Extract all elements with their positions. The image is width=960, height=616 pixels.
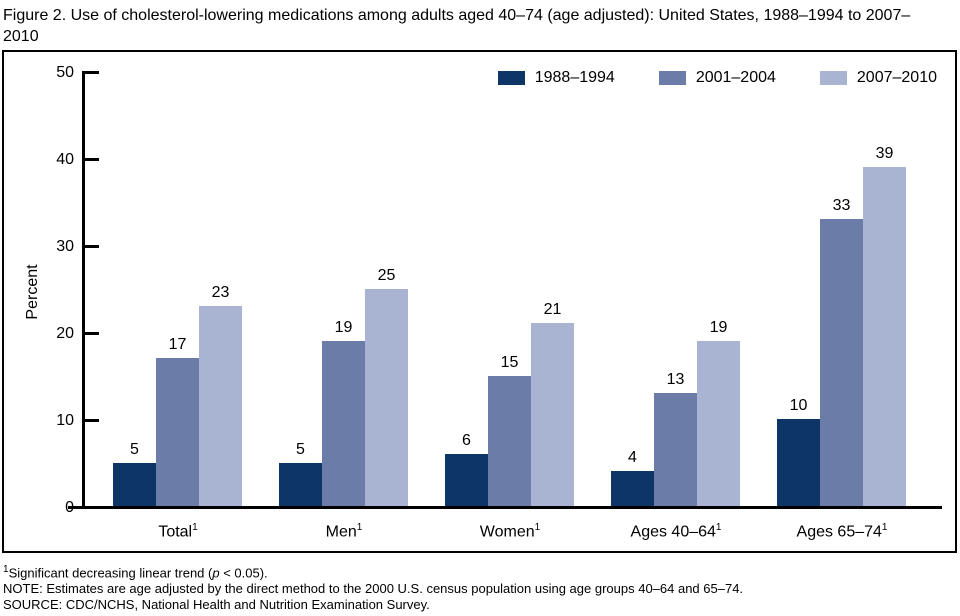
category-text: Ages 40–64 xyxy=(630,523,716,541)
footnote-trend: 1Significant decreasing linear trend (p … xyxy=(3,562,743,581)
footnote-p-symbol: p xyxy=(212,565,220,581)
footnote-source: SOURCE: CDC/NCHS, National Health and Nu… xyxy=(3,597,430,613)
legend-item: 2007–2010 xyxy=(819,69,937,87)
footnote-trend-end: < 0.05). xyxy=(219,565,268,581)
bar-value-label: 19 xyxy=(334,318,353,336)
legend-swatch-icon xyxy=(658,71,686,85)
y-axis-tick xyxy=(85,419,99,422)
bar-value-label: 19 xyxy=(709,318,728,336)
bar-value-label: 15 xyxy=(500,353,519,371)
bar-value-label: 13 xyxy=(666,370,685,388)
y-axis-tick-label: 10 xyxy=(56,412,74,429)
legend: 1988–1994 2001–2004 2007–2010 xyxy=(497,69,937,87)
y-axis-tick-label: 0 xyxy=(65,499,74,516)
footnote-marker: 1 xyxy=(3,564,9,575)
bar-value-label: 6 xyxy=(462,431,471,449)
bar-value-label: 10 xyxy=(789,397,808,414)
legend-label: 2001–2004 xyxy=(695,69,776,86)
y-axis-title: Percent xyxy=(24,264,41,320)
x-axis-category-label: Ages 40–641 xyxy=(593,518,759,541)
category-text: Total xyxy=(158,523,193,541)
bar xyxy=(820,218,863,506)
category-footnote-marker: 1 xyxy=(715,522,722,533)
y-axis-tick-label: 30 xyxy=(56,238,74,255)
bar xyxy=(156,358,199,506)
bar xyxy=(365,288,408,506)
bar xyxy=(488,375,531,506)
bar-value-label: 17 xyxy=(168,336,187,354)
bar xyxy=(199,305,242,506)
bar xyxy=(777,419,820,506)
chart-area: Percent 1988–1994 2001–2004 2007–2010 5 17 2… xyxy=(2,50,957,553)
category-footnote-marker: 1 xyxy=(356,522,363,533)
category-text: Women xyxy=(479,523,535,541)
legend-label: 1988–1994 xyxy=(534,69,615,86)
bar xyxy=(611,471,654,506)
x-axis-line xyxy=(68,506,942,509)
bar xyxy=(279,462,322,506)
x-axis-category-label: Women1 xyxy=(427,518,593,541)
footnote-note: NOTE: Estimates are age adjusted by the … xyxy=(3,581,744,597)
category-footnote-marker: 1 xyxy=(534,522,541,533)
legend-item: 2001–2004 xyxy=(658,69,776,87)
bar-value-label: 4 xyxy=(628,449,637,467)
y-axis-tick-label: 40 xyxy=(56,151,74,168)
bar-value-label: 33 xyxy=(832,196,851,214)
bar xyxy=(531,323,574,506)
y-axis-tick xyxy=(85,245,99,248)
bar xyxy=(697,340,740,506)
legend-swatch-icon xyxy=(497,71,525,85)
y-axis-tick-label: 20 xyxy=(56,325,74,342)
y-axis-line xyxy=(82,71,85,509)
bar xyxy=(322,340,365,506)
y-axis-tick xyxy=(85,158,99,161)
category-text: Men xyxy=(325,523,357,541)
category-text: Ages 65–74 xyxy=(796,523,882,541)
bar-value-label: 25 xyxy=(377,266,396,284)
footnotes: 1Significant decreasing linear trend (p … xyxy=(3,562,743,613)
y-axis-tick-label: 50 xyxy=(56,64,74,81)
x-axis-category-label: Ages 65–741 xyxy=(759,518,925,541)
bar xyxy=(445,453,488,506)
bar xyxy=(113,462,156,506)
category-footnote-marker: 1 xyxy=(881,522,888,533)
legend-swatch-icon xyxy=(819,71,847,85)
bar-value-label: 5 xyxy=(130,440,139,458)
category-footnote-marker: 1 xyxy=(192,522,198,533)
x-axis-category-label: Total1 xyxy=(95,518,261,541)
bar xyxy=(863,166,906,506)
y-axis-tick xyxy=(85,71,99,74)
bar-value-label: 21 xyxy=(543,301,562,319)
y-axis-tick xyxy=(85,332,99,335)
bar xyxy=(654,392,697,506)
bar-value-label: 5 xyxy=(296,440,305,458)
footnote-trend-text: Significant decreasing linear trend ( xyxy=(8,565,213,581)
bar-value-label: 39 xyxy=(875,144,894,162)
x-axis-category-label: Men1 xyxy=(261,518,427,541)
legend-item: 1988–1994 xyxy=(497,69,615,87)
figure-title: Figure 2. Use of cholesterol-lowering me… xyxy=(3,7,911,45)
plot-area: Percent 1988–1994 2001–2004 2007–2010 5 17 2… xyxy=(4,52,955,551)
legend-label: 2007–2010 xyxy=(856,69,937,86)
bar-value-label: 23 xyxy=(211,283,230,301)
